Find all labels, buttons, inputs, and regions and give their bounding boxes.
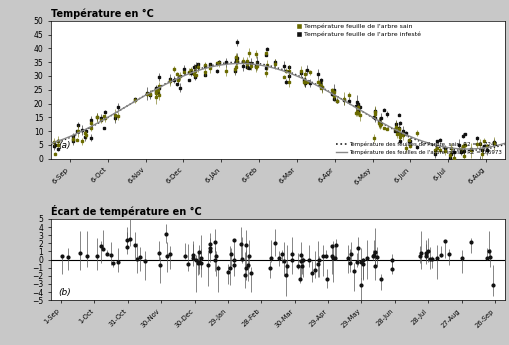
Legend: Température des feuilles de l'arbre  sain  R2 = 0,7241, Température des feuilles: Température des feuilles de l'arbre sain… bbox=[333, 139, 503, 158]
Text: (b): (b) bbox=[58, 288, 70, 297]
Text: Écart de température en °C: Écart de température en °C bbox=[51, 205, 202, 217]
Text: (a): (a) bbox=[58, 141, 70, 150]
Text: Température en °C: Température en °C bbox=[51, 8, 154, 19]
